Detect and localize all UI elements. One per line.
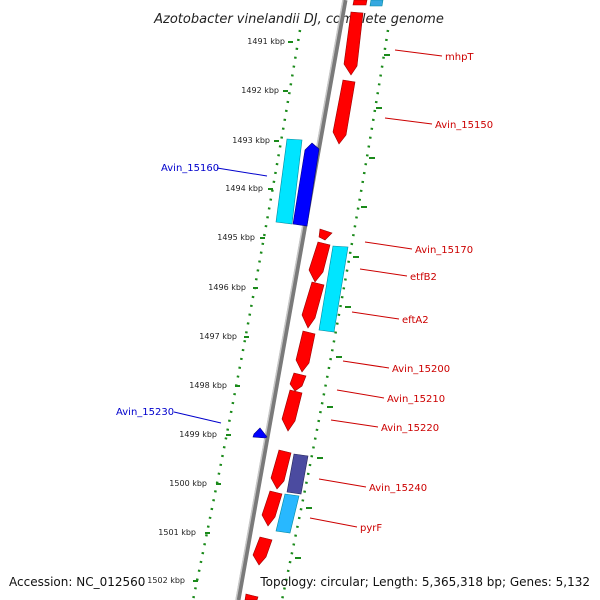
- gene-arrow-Avin_15200: [295, 330, 316, 373]
- rna-genes: [275, 0, 384, 534]
- rna-gene-top: [369, 0, 384, 7]
- forward-genes: [244, 0, 368, 600]
- kbp-label: 1493 kbp: [232, 136, 270, 145]
- topology-text: Topology: circular; Length: 5,365,318 bp…: [259, 575, 590, 589]
- gene-label-Avin_15160: Avin_15160: [161, 163, 219, 174]
- gene-label-Avin_15170: Avin_15170: [415, 245, 473, 256]
- leader-lines: [173, 49, 443, 528]
- gene-label-mhpT: mhpT: [445, 52, 474, 63]
- genome-backbone: [235, 0, 348, 600]
- kbp-label: 1492 kbp: [241, 86, 279, 95]
- gene-arrow-Avin_15210: [289, 372, 307, 392]
- gene-arrow-Avin_15230: [252, 427, 268, 439]
- gene-arrow-etfB2: [308, 241, 331, 283]
- kbp-label: 1494 kbp: [225, 184, 263, 193]
- gene-arrow-edge: [244, 593, 259, 600]
- kbp-label: 1495 kbp: [217, 233, 255, 242]
- rna-gene-Avin_15160: [275, 138, 303, 225]
- gene-label-eftA2: eftA2: [402, 315, 429, 326]
- gene-arrow-mhpT: [343, 11, 364, 76]
- left-kbp-track: [191, 29, 302, 600]
- gene-arrow-eftA2: [301, 281, 325, 329]
- kbp-label: 1491 kbp: [247, 37, 285, 46]
- kbp-label: 1497 kbp: [199, 332, 237, 341]
- gene-arrow-bottom: [252, 536, 273, 566]
- gene-label-Avin_15240: Avin_15240: [369, 483, 427, 494]
- genome-title: Azotobacter vinelandii DJ, complete geno…: [153, 12, 444, 27]
- gene-arrow-pyrF-a: [261, 490, 283, 527]
- gene-label-etfB2: etfB2: [410, 272, 437, 283]
- gene-arrow-Avin_15240-a: [270, 449, 292, 490]
- tick-marks: [193, 41, 390, 582]
- accession-text: Accession: NC_012560: [9, 575, 145, 589]
- gene-arrow-Avin_15170-small: [318, 228, 333, 241]
- genome-backbone-highlight: [235, 0, 344, 600]
- gene-arrow-Avin_15150: [332, 79, 356, 145]
- gene-label-Avin_15150: Avin_15150: [435, 120, 493, 131]
- kbp-label: 1500 kbp: [169, 479, 207, 488]
- kbp-label: 1499 kbp: [179, 430, 217, 439]
- reverse-genes: [252, 142, 320, 439]
- kbp-label: 1501 kbp: [158, 528, 196, 537]
- kbp-labels: 1491 kbp 1492 kbp 1493 kbp 1494 kbp 1495…: [147, 37, 285, 585]
- gene-labels: mhpT Avin_15150 Avin_15160 Avin_15170 et…: [116, 52, 493, 534]
- gene-arrow-Avin_15220: [281, 389, 303, 432]
- gene-label-Avin_15230: Avin_15230: [116, 407, 174, 418]
- gene-arrow-Avin_15160: [292, 142, 320, 227]
- gene-other-Avin_15240: [286, 453, 309, 495]
- gene-label-Avin_15200: Avin_15200: [392, 364, 450, 375]
- kbp-label: 1498 kbp: [189, 381, 227, 390]
- gene-label-pyrF: pyrF: [360, 523, 382, 534]
- kbp-label: 1496 kbp: [208, 283, 246, 292]
- gene-arrow-top: [352, 0, 368, 6]
- kbp-label: 1502 kbp: [147, 576, 185, 585]
- gene-label-Avin_15220: Avin_15220: [381, 423, 439, 434]
- rna-gene-etfB2: [318, 245, 349, 333]
- gene-label-Avin_15210: Avin_15210: [387, 394, 445, 405]
- rna-gene-pyrF: [275, 493, 300, 534]
